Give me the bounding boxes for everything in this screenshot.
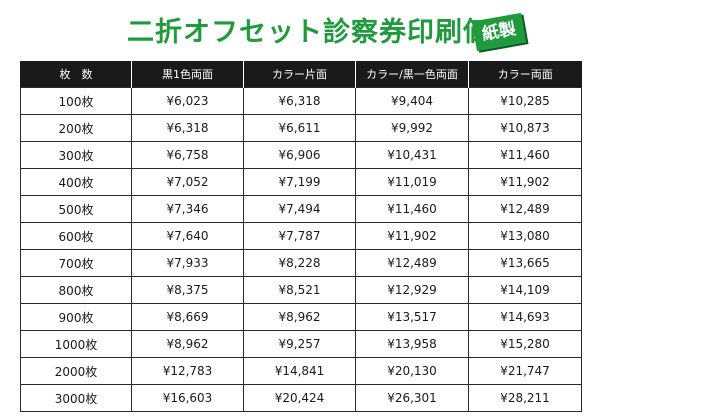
- quantity-cell: 500枚: [20, 195, 132, 223]
- price-cell: ¥12,783: [131, 357, 244, 385]
- price-cell: ¥7,787: [243, 222, 356, 250]
- price-cell: ¥11,902: [355, 222, 469, 250]
- table-row: 400枚 ¥7,052 ¥7,199 ¥11,019 ¥11,902: [20, 168, 582, 196]
- price-cell: ¥7,052: [131, 168, 244, 196]
- quantity-cell: 200枚: [20, 114, 132, 142]
- header-color-black-both-sides: カラー/黒一色両面: [355, 61, 469, 88]
- page-title: 二折オフセット診察券印刷価格: [127, 17, 519, 48]
- price-cell: ¥9,992: [355, 114, 469, 142]
- table-body: 100枚 ¥6,023 ¥6,318 ¥9,404 ¥10,285 200枚 ¥…: [20, 87, 582, 412]
- quantity-cell: 400枚: [20, 168, 132, 196]
- price-cell: ¥13,958: [355, 330, 469, 358]
- header-color-one-side: カラー片面: [243, 61, 356, 88]
- price-cell: ¥8,228: [243, 249, 356, 277]
- quantity-cell: 900枚: [20, 303, 132, 331]
- table-row: 900枚 ¥8,669 ¥8,962 ¥13,517 ¥14,693: [20, 303, 582, 331]
- table-row: 3000枚 ¥16,603 ¥20,424 ¥26,301 ¥28,211: [20, 384, 582, 412]
- price-cell: ¥14,693: [468, 303, 582, 331]
- price-cell: ¥8,962: [243, 303, 356, 331]
- price-cell: ¥21,747: [468, 357, 582, 385]
- quantity-cell: 3000枚: [20, 384, 132, 412]
- price-cell: ¥14,109: [468, 276, 582, 304]
- price-cell: ¥11,019: [355, 168, 469, 196]
- price-cell: ¥8,669: [131, 303, 244, 331]
- price-cell: ¥9,257: [243, 330, 356, 358]
- price-cell: ¥28,211: [468, 384, 582, 412]
- price-cell: ¥26,301: [355, 384, 469, 412]
- price-cell: ¥6,318: [243, 87, 356, 115]
- table-row: 2000枚 ¥12,783 ¥14,841 ¥20,130 ¥21,747: [20, 357, 582, 385]
- table-row: 800枚 ¥8,375 ¥8,521 ¥12,929 ¥14,109: [20, 276, 582, 304]
- table-row: 300枚 ¥6,758 ¥6,906 ¥10,431 ¥11,460: [20, 141, 582, 169]
- price-cell: ¥10,431: [355, 141, 469, 169]
- table-row: 500枚 ¥7,346 ¥7,494 ¥11,460 ¥12,489: [20, 195, 582, 223]
- price-cell: ¥11,902: [468, 168, 582, 196]
- price-cell: ¥15,280: [468, 330, 582, 358]
- price-cell: ¥8,962: [131, 330, 244, 358]
- price-cell: ¥12,489: [355, 249, 469, 277]
- quantity-cell: 1000枚: [20, 330, 132, 358]
- price-cell: ¥13,665: [468, 249, 582, 277]
- price-cell: ¥6,318: [131, 114, 244, 142]
- table-row: 600枚 ¥7,640 ¥7,787 ¥11,902 ¥13,080: [20, 222, 582, 250]
- header-quantity: 枚 数: [20, 61, 132, 88]
- price-cell: ¥16,603: [131, 384, 244, 412]
- quantity-cell: 100枚: [20, 87, 132, 115]
- price-cell: ¥12,489: [468, 195, 582, 223]
- price-cell: ¥7,933: [131, 249, 244, 277]
- price-cell: ¥13,080: [468, 222, 582, 250]
- header-black-both-sides: 黒1色両面: [131, 61, 244, 88]
- price-table: 枚 数 黒1色両面 カラー片面 カラー/黒一色両面 カラー両面 100枚 ¥6,…: [20, 61, 582, 412]
- table-row: 1000枚 ¥8,962 ¥9,257 ¥13,958 ¥15,280: [20, 330, 582, 358]
- table-row: 200枚 ¥6,318 ¥6,611 ¥9,992 ¥10,873: [20, 114, 582, 142]
- quantity-cell: 800枚: [20, 276, 132, 304]
- quantity-cell: 2000枚: [20, 357, 132, 385]
- price-cell: ¥8,375: [131, 276, 244, 304]
- price-cell: ¥6,611: [243, 114, 356, 142]
- price-cell: ¥11,460: [355, 195, 469, 223]
- price-cell: ¥12,929: [355, 276, 469, 304]
- price-cell: ¥14,841: [243, 357, 356, 385]
- table-row: 700枚 ¥7,933 ¥8,228 ¥12,489 ¥13,665: [20, 249, 582, 277]
- price-cell: ¥6,023: [131, 87, 244, 115]
- price-cell: ¥6,906: [243, 141, 356, 169]
- price-cell: ¥13,517: [355, 303, 469, 331]
- price-cell: ¥10,873: [468, 114, 582, 142]
- price-cell: ¥8,521: [243, 276, 356, 304]
- paper-badge-label: 紙製: [480, 19, 518, 45]
- quantity-cell: 300枚: [20, 141, 132, 169]
- quantity-cell: 700枚: [20, 249, 132, 277]
- price-cell: ¥6,758: [131, 141, 244, 169]
- quantity-cell: 600枚: [20, 222, 132, 250]
- price-cell: ¥7,346: [131, 195, 244, 223]
- header-color-both-sides: カラー両面: [468, 61, 582, 88]
- price-cell: ¥20,424: [243, 384, 356, 412]
- price-cell: ¥9,404: [355, 87, 469, 115]
- price-cell: ¥11,460: [468, 141, 582, 169]
- price-cell: ¥7,494: [243, 195, 356, 223]
- price-cell: ¥7,199: [243, 168, 356, 196]
- table-header-row: 枚 数 黒1色両面 カラー片面 カラー/黒一色両面 カラー両面: [20, 61, 582, 88]
- price-cell: ¥10,285: [468, 87, 582, 115]
- price-cell: ¥7,640: [131, 222, 244, 250]
- price-cell: ¥20,130: [355, 357, 469, 385]
- table-row: 100枚 ¥6,023 ¥6,318 ¥9,404 ¥10,285: [20, 87, 582, 115]
